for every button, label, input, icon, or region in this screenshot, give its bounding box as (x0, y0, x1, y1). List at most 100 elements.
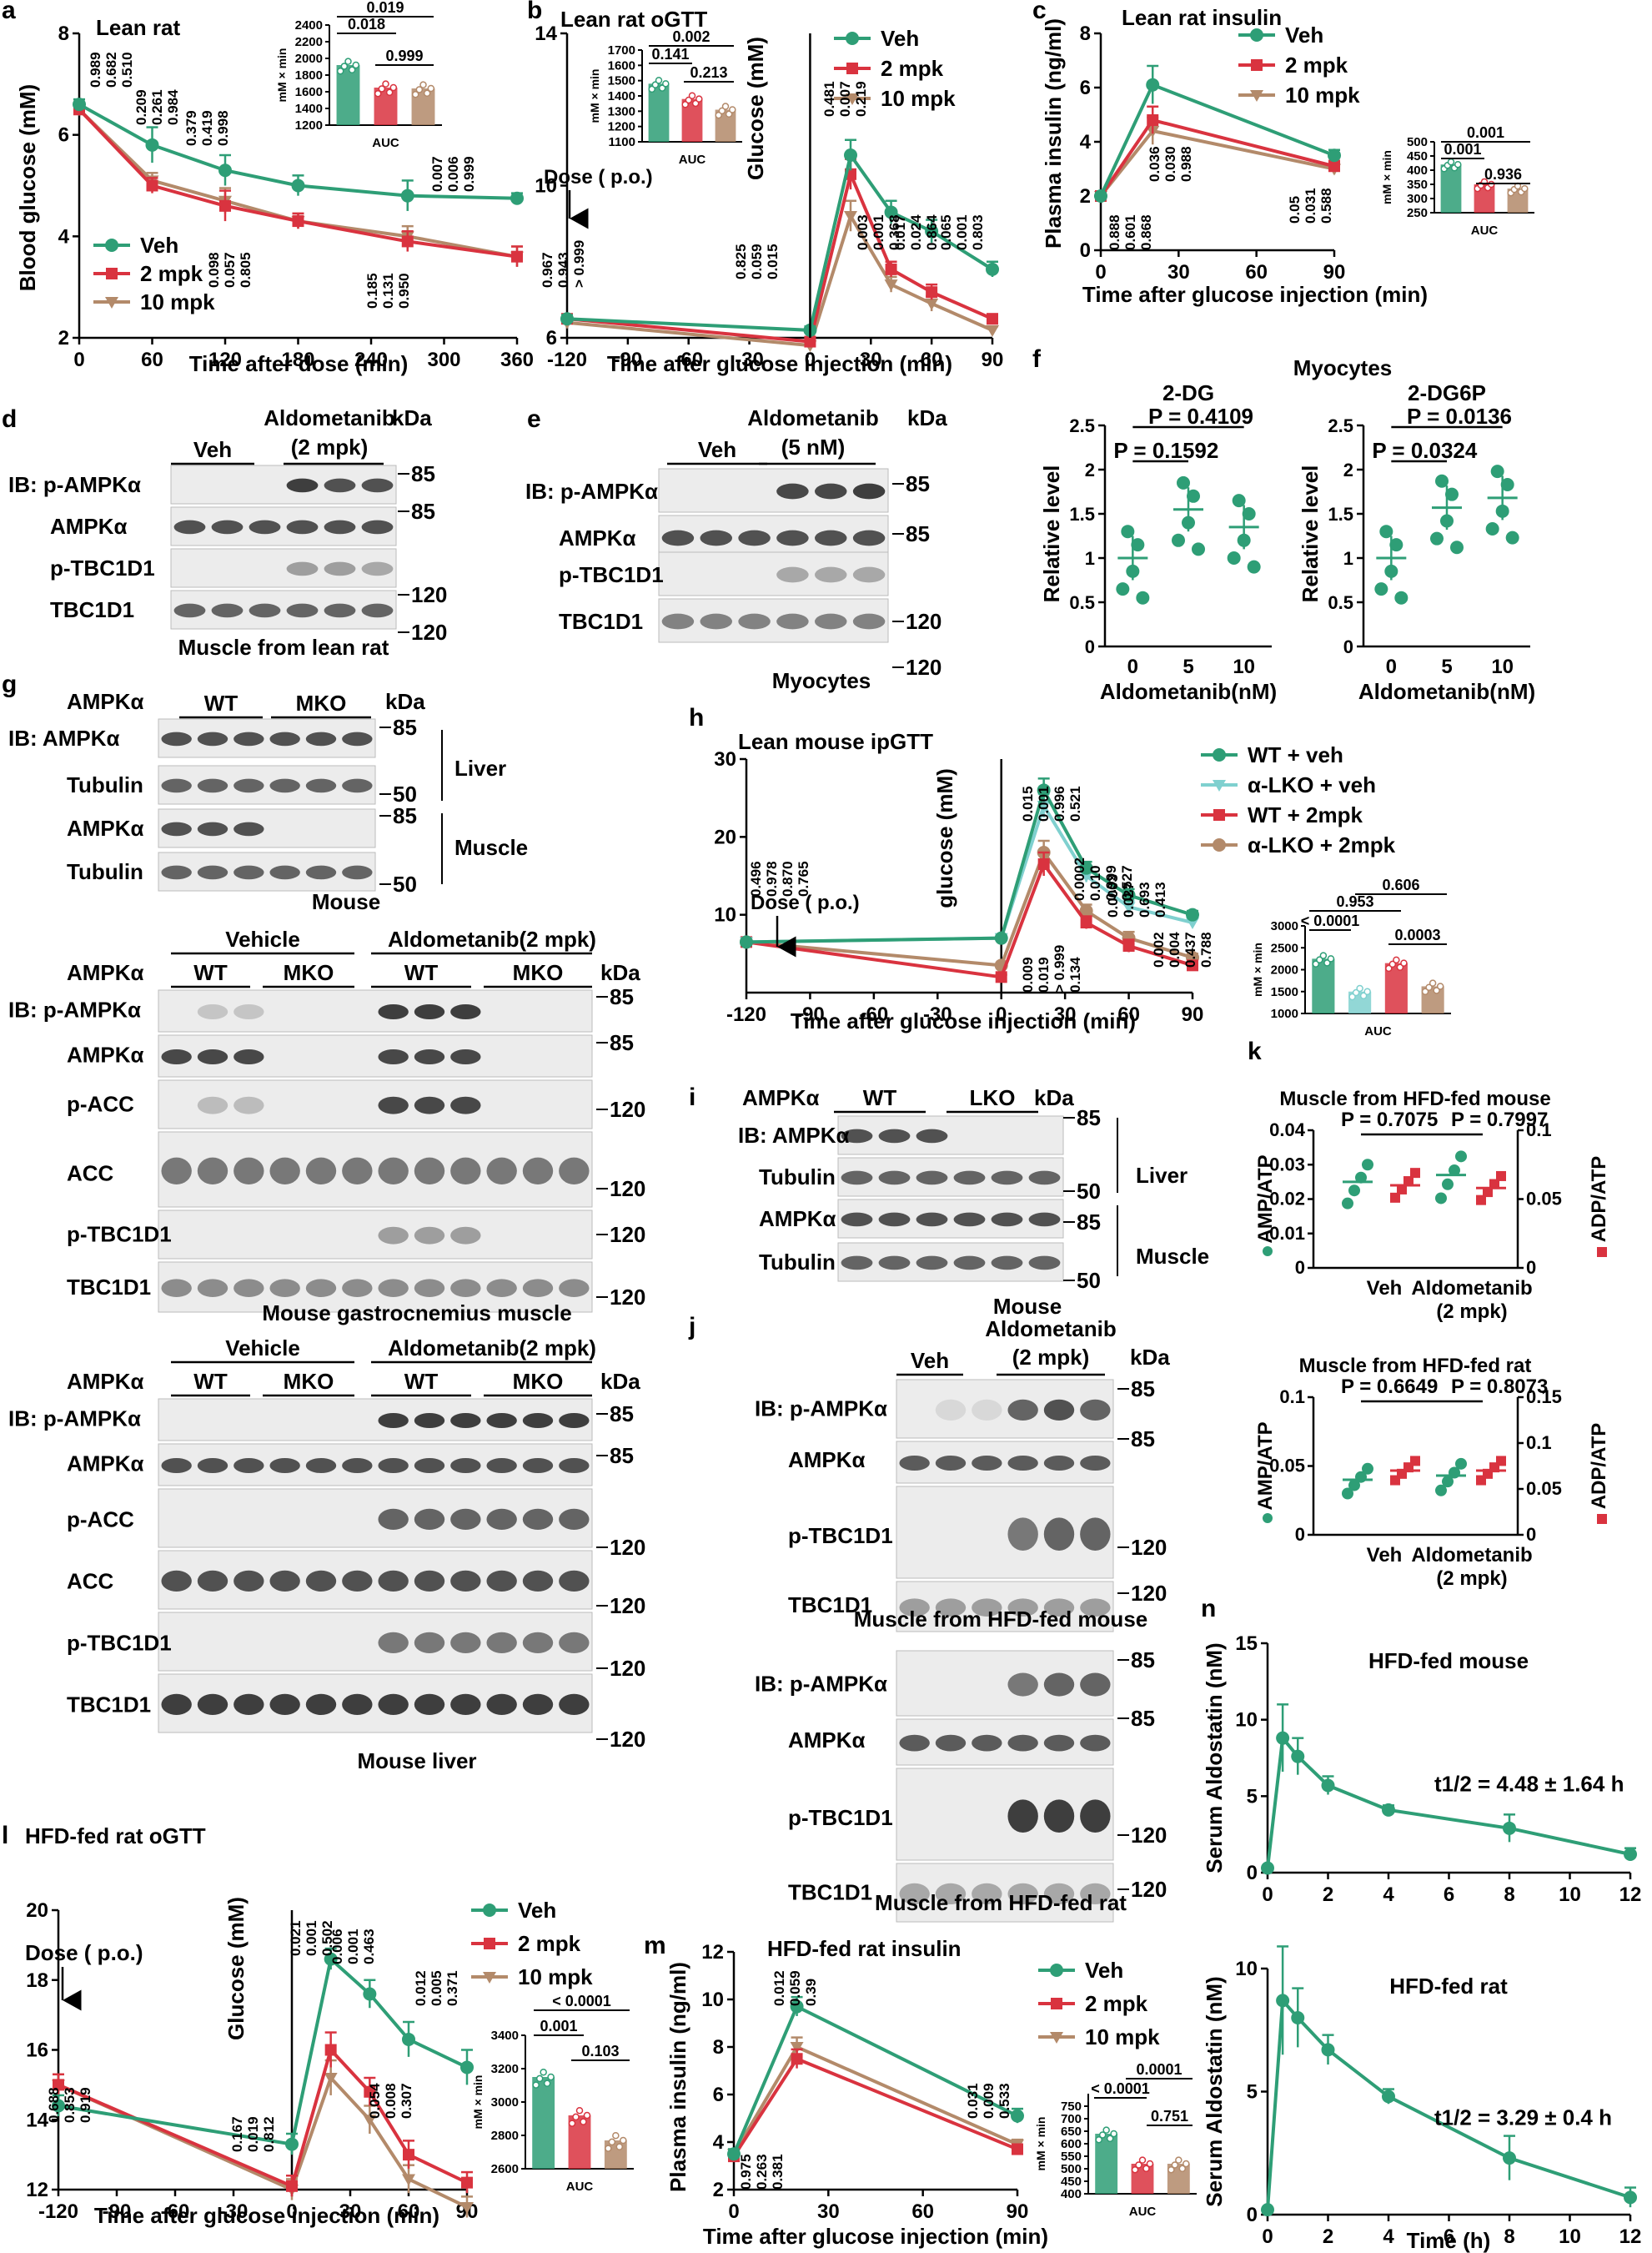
auc-dot (1319, 952, 1328, 959)
y-tick-label: 0.05 (1526, 1189, 1562, 1209)
p-value: 0.0001 (1136, 2061, 1182, 2078)
dose-label: Dose ( p.o.) (751, 892, 860, 914)
x-tick-label: 360 (500, 349, 534, 371)
legend-label: 2 mpk (140, 261, 203, 286)
blot-row (658, 515, 889, 560)
data-point (324, 2044, 337, 2056)
auc-dot (580, 2118, 587, 2125)
blot-background (158, 808, 376, 848)
auc-dot (1421, 988, 1429, 995)
p-value: 0.059 (787, 1970, 803, 2006)
blot-band (197, 732, 228, 747)
x-tick-label: (2 mpk) (1436, 1567, 1507, 1590)
chart-subtitle: 2-DG (1162, 380, 1214, 405)
y-tick-label: 1 (1343, 548, 1353, 569)
x-tick-label: 2 (1323, 1883, 1333, 1906)
p-value: 0.379 (183, 110, 199, 146)
p-value: 0.103 (581, 2043, 619, 2059)
p-value: 0.015 (1020, 786, 1036, 822)
row-label: AMPKα (759, 1206, 836, 1231)
p-value: P = 0.8073 (1451, 1375, 1548, 1398)
auc-dot (1352, 988, 1360, 997)
x-tick-label: Veh (1367, 1544, 1403, 1567)
y-tick-label: 1400 (608, 89, 635, 103)
data-point (1430, 531, 1444, 546)
y-tick-label: 0 (1247, 1862, 1258, 1884)
blot-band (878, 1212, 911, 1227)
data-point (1192, 542, 1205, 556)
kda-header: kDa (1130, 1345, 1170, 1370)
blot-band (559, 1413, 590, 1428)
legend-marker (484, 1938, 495, 1949)
data-point (1455, 1457, 1467, 1470)
panel-a-chart: 0 60 120 180 240 300 360 2 4 6 8 Lean rat Blood gluc… (15, 15, 534, 376)
y-tick-label: 20 (26, 1899, 48, 1922)
p-value: 0.006 (329, 1929, 345, 1964)
data-point (1261, 1861, 1274, 1875)
y-tick-label: 1500 (608, 74, 635, 88)
row-label: AMPKα (67, 1369, 144, 1394)
row-label: TBC1D1 (67, 1275, 151, 1300)
p-value: 0.953 (1336, 893, 1373, 910)
series-line (58, 1955, 468, 2146)
y-tick-label: 300 (1407, 192, 1428, 206)
blot-row (170, 548, 397, 588)
blot-row (896, 1486, 1114, 1579)
blot-row (170, 590, 397, 630)
auc-ylabel: mM × min (1251, 943, 1264, 997)
p-value: 0.002 (672, 28, 710, 45)
chart-title: Myocytes (1293, 355, 1393, 380)
data-point (1624, 2190, 1637, 2205)
x-tick-label: 5 (1441, 656, 1452, 678)
legend-label: Veh (518, 1898, 556, 1923)
y-tick-label: 550 (1061, 2150, 1082, 2164)
auc-dot (352, 61, 360, 69)
y-tick-label: 6 (546, 327, 557, 350)
blot-band (414, 1096, 445, 1114)
group-label: WT (204, 691, 239, 716)
y-axis-label: Plasma insulin (ng/ml) (1041, 18, 1066, 249)
p-value: 0.054 (367, 2083, 383, 2119)
blot-band (378, 1279, 409, 1297)
group-label: Veh (698, 437, 736, 462)
legend-marker (105, 297, 118, 309)
p-value: P = 0.6649 (1341, 1375, 1438, 1398)
data-point (1442, 1476, 1454, 1488)
data-point (925, 298, 939, 310)
panel-f: Myocytes (1293, 355, 1393, 380)
blot-background (658, 468, 889, 513)
data-point (1503, 1821, 1516, 1835)
y-tick-label: 600 (1061, 2137, 1082, 2151)
p-value: 0.005 (429, 1970, 444, 2006)
data-point (1403, 1176, 1413, 1187)
p-value: 0.527 (1119, 865, 1135, 901)
panel-n-rat: 0 2 4 6 8 10 12 0 5 10 HFD-fed rat t1/2 = 3.29 ± 0.… (1202, 1945, 1641, 2248)
blot-band (342, 1458, 373, 1473)
blot-row (170, 506, 397, 546)
data-point (1186, 908, 1199, 922)
data-point (1449, 1164, 1460, 1177)
auc-dot (1138, 2156, 1147, 2164)
p-value: < 0.0001 (1091, 2080, 1150, 2097)
row-label: AMPKα (788, 1727, 866, 1753)
p-value: 0.018 (348, 16, 385, 33)
p-value: P = 0.0324 (1372, 438, 1478, 463)
p-value: > 0.999 (571, 240, 587, 288)
y-tick-label: 0 (1295, 1524, 1305, 1545)
data-point (1122, 940, 1135, 952)
kda-marker: 85 (1131, 1647, 1155, 1672)
data-point (1503, 2151, 1516, 2165)
blot-background (837, 1242, 1064, 1282)
blot-band (269, 865, 300, 880)
blot-band (776, 566, 809, 583)
data-point (926, 286, 938, 299)
blot-band (852, 483, 886, 500)
p-value: 0.134 (1067, 957, 1083, 993)
auc-ylabel: mM × min (275, 48, 289, 103)
panel-letter-d: d (2, 405, 17, 433)
chart-subtitle: 2-DG6P (1408, 380, 1486, 405)
p-value: 0.057 (222, 252, 238, 288)
series-line (746, 860, 1193, 979)
tissue-label: Muscle (1136, 1244, 1209, 1269)
